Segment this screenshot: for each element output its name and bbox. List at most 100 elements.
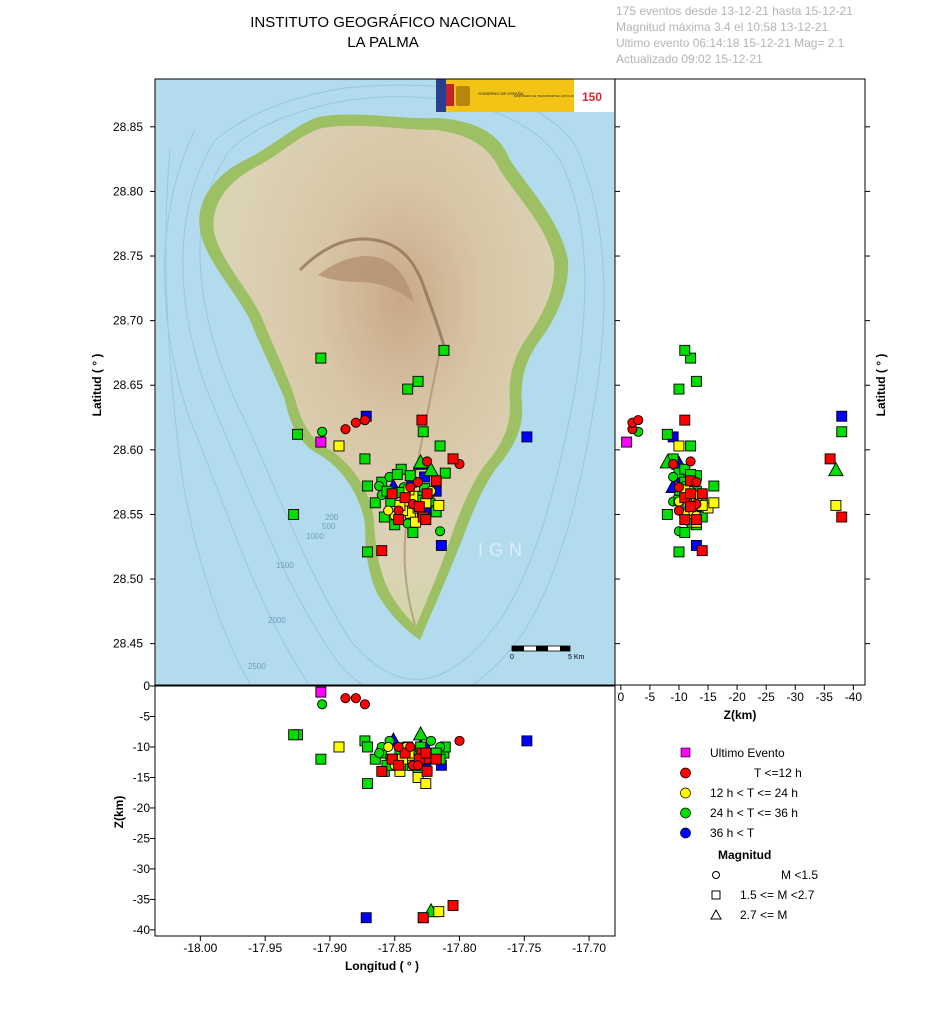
map-event-t12 xyxy=(359,415,370,426)
depth-event-t12 xyxy=(633,415,644,426)
lon-depth-event-ultimo xyxy=(315,686,327,698)
bathymetry-label-200: 200 xyxy=(325,513,339,522)
map-event-t48 xyxy=(419,471,430,483)
depth-event-t12 xyxy=(673,505,685,516)
depth-lat-xtick-label: -30 xyxy=(787,690,805,704)
map-event-t12 xyxy=(430,475,442,487)
depth-lat-xtick-label: -35 xyxy=(816,690,834,704)
info-line-last-event: Ultimo evento 06:14:18 15-12-21 Mag= 2.1 xyxy=(616,36,845,50)
legend-label-t36: 24 h < T <= 36 h xyxy=(710,806,798,820)
lon-depth-event-t12 xyxy=(393,741,404,753)
lon-depth-ytick-label: -5 xyxy=(139,709,150,723)
lon-depth-event-t36 xyxy=(317,699,328,710)
map-event-t12 xyxy=(340,424,351,435)
depth-event-t24 xyxy=(708,497,720,509)
map-event-t12 xyxy=(393,514,405,526)
lon-depth-xlabel: Longitud ( ° ) xyxy=(345,959,419,973)
ministry-logo: GOBIERNO DE ESPAÑA MINISTERIO DE TRANSPO… xyxy=(436,79,614,112)
legend-magnitude-title: Magnitud xyxy=(718,848,771,862)
depth-lat-xlabel: Z(km) xyxy=(724,708,757,722)
legend-magnitude-label: M <1.5 xyxy=(781,868,818,882)
depth-event-t36 xyxy=(828,461,844,477)
map-event-t36 xyxy=(288,508,300,520)
logo-text-gobierno: GOBIERNO DE ESPAÑA xyxy=(478,91,524,96)
legend-magnitude-label: 1.5 <= M <2.7 xyxy=(740,888,815,902)
scale-bar: 0 5 Km xyxy=(510,645,585,661)
map-event-t12 xyxy=(421,488,433,500)
map-event-t36 xyxy=(315,352,327,364)
island-relief xyxy=(199,114,569,640)
map-event-t12 xyxy=(413,501,425,513)
depth-event-t12 xyxy=(685,501,697,513)
lon-depth-event-t12 xyxy=(430,753,442,765)
legend-magnitude-triangle xyxy=(710,908,722,920)
legend-magnitude-label: 2.7 <= M xyxy=(740,908,787,922)
depth-event-t12 xyxy=(836,511,848,523)
depth-event-t12 xyxy=(824,453,836,465)
map-event-t24 xyxy=(433,499,445,511)
lon-depth-event-t12 xyxy=(405,741,416,753)
lon-depth-event-t12 xyxy=(421,765,433,777)
depth-event-t36 xyxy=(690,375,702,387)
legend-swatch-t24 xyxy=(680,787,691,799)
lon-depth-event-t12 xyxy=(412,760,424,771)
map-event-t36 xyxy=(404,470,416,482)
map-event-ultimo xyxy=(315,436,327,448)
depth-event-t12 xyxy=(691,477,702,488)
bathymetry-label-2500: 2500 xyxy=(248,662,266,671)
lon-depth-event-t12 xyxy=(454,735,465,746)
lon-depth-event-t12 xyxy=(386,753,398,765)
map-event-t24 xyxy=(333,440,345,452)
depth-event-t36 xyxy=(685,352,697,364)
map-event-t12 xyxy=(416,414,428,426)
depth-lat-event-markers xyxy=(621,344,848,558)
info-line-updated: Actualizado 09:02 15-12-21 xyxy=(616,52,763,66)
map-event-t36 xyxy=(434,440,446,452)
depth-event-t36 xyxy=(668,471,679,483)
depth-event-t12 xyxy=(673,482,685,493)
lon-depth-event-t24 xyxy=(433,906,445,918)
map-event-t48 xyxy=(521,431,533,443)
depth-event-t36 xyxy=(661,428,673,440)
lon-depth-event-t24 xyxy=(420,778,432,790)
map-event-t36 xyxy=(292,428,303,440)
map-event-markers xyxy=(288,344,533,558)
lon-depth-ytick-label: -25 xyxy=(133,831,151,845)
legend-label-t24: 12 h < T <= 24 h xyxy=(710,786,798,800)
scale-bar-label-start: 0 xyxy=(510,654,514,661)
lon-depth-event-t36 xyxy=(374,748,385,759)
lon-depth-event-t48 xyxy=(521,735,533,747)
map-event-t24 xyxy=(383,505,394,516)
lon-depth-event-t36 xyxy=(362,778,373,790)
depth-event-t36 xyxy=(673,383,685,395)
lon-depth-ytick-label: -20 xyxy=(133,801,151,815)
map-ytick-label: 28.45 xyxy=(113,637,143,651)
map-event-t36 xyxy=(362,480,373,492)
lon-depth-event-t12 xyxy=(350,693,361,704)
map-ytick-label: 28.85 xyxy=(113,120,143,134)
lon-depth-event-t12 xyxy=(420,747,432,759)
map-event-t12 xyxy=(386,488,398,500)
lon-depth-event-t24 xyxy=(383,741,394,753)
map-event-t36 xyxy=(369,497,381,509)
lon-depth-event-t36 xyxy=(425,735,437,746)
map-event-t36 xyxy=(435,526,446,537)
map-event-t12 xyxy=(412,477,424,488)
depth-event-t36 xyxy=(673,546,685,558)
map-event-t36 xyxy=(391,468,403,480)
legend-swatch-ultimo xyxy=(680,747,691,758)
legend-swatch-t36 xyxy=(680,807,691,819)
lon-depth-ytick-label: -30 xyxy=(133,862,151,876)
depth-event-t12 xyxy=(679,514,691,526)
map-ytick-label: 28.55 xyxy=(113,507,143,521)
lon-depth-event-t12 xyxy=(447,900,459,911)
map-event-t36 xyxy=(402,383,414,395)
lon-depth-event-t12 xyxy=(399,747,411,759)
lon-depth-ylabel: Z(km) xyxy=(112,796,126,829)
lon-depth-event-t36 xyxy=(315,753,327,765)
bathymetry-label-500: 500 xyxy=(322,522,336,531)
depth-event-t12 xyxy=(668,458,679,470)
map-ytick-label: 28.80 xyxy=(113,184,143,198)
lon-depth-ytick-label: 0 xyxy=(143,679,150,693)
